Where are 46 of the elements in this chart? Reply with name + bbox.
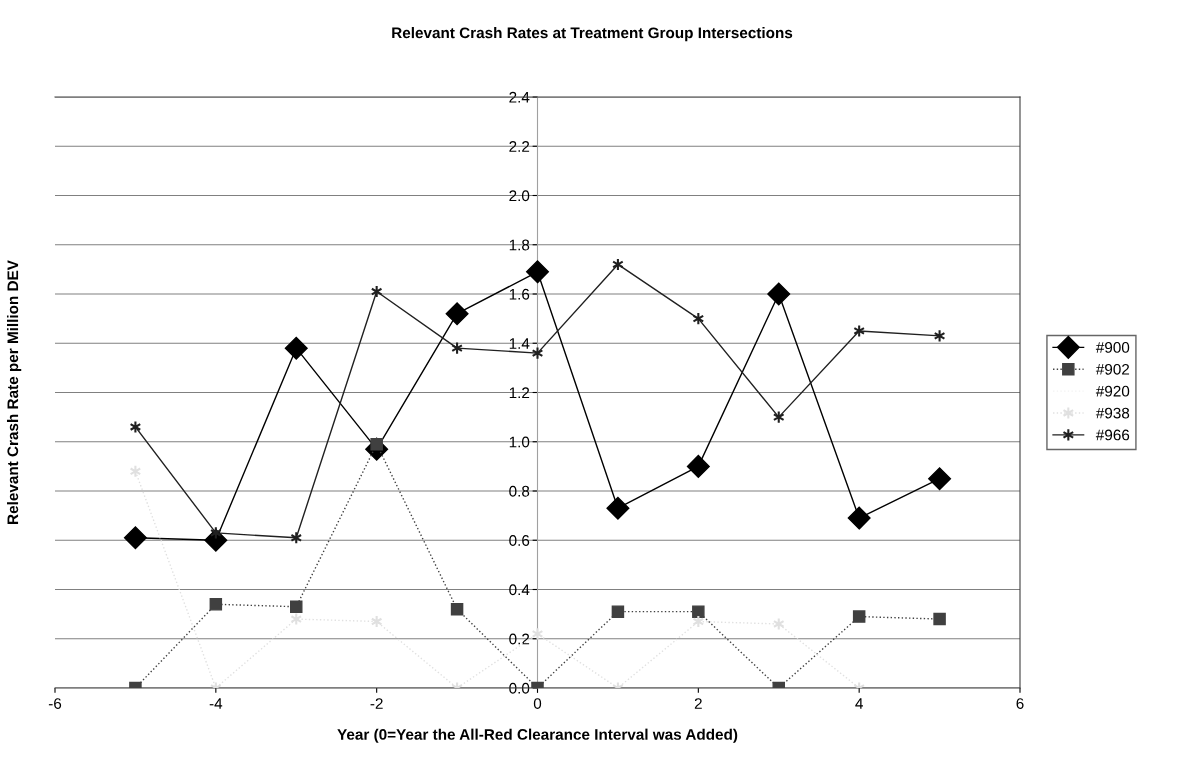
x-tick-label: 4 [855, 698, 863, 709]
point [852, 610, 866, 623]
y-tick-label: 2.4 [509, 91, 530, 103]
y-tick-label: 1.8 [509, 239, 530, 251]
point [289, 600, 303, 613]
point [606, 496, 630, 520]
point [445, 302, 469, 326]
y-tick-label: 1.6 [509, 288, 530, 300]
y-tick-label: 1.4 [509, 338, 530, 349]
y-tick-label: 0.0 [509, 682, 530, 694]
y-tick-label: 2.2 [509, 141, 530, 152]
y-tick-label: 0.6 [509, 535, 530, 546]
point [450, 602, 464, 616]
y-axis-title: Relevant Crash Rate per Million DEV [6, 260, 22, 524]
legend-label: #900 [1095, 342, 1130, 353]
point [928, 467, 952, 491]
x-tick-label: -2 [370, 698, 383, 709]
y-tick-label: 2.0 [509, 190, 530, 202]
x-tick-label: 0 [533, 698, 542, 709]
point [686, 454, 710, 478]
legend-label: #966 [1095, 429, 1130, 441]
x-tick-label: 6 [1016, 698, 1024, 709]
point [531, 346, 544, 360]
point [123, 526, 147, 550]
legend-label: #902 [1095, 363, 1130, 375]
point [692, 605, 705, 618]
x-axis-title: Year (0=Year the All-Red Clearance Interval was Added) [337, 728, 738, 743]
legend-label: #920 [1095, 385, 1130, 397]
point [526, 260, 549, 284]
x-tick-label: -6 [48, 698, 62, 709]
x-tick-label: 2 [694, 698, 702, 709]
y-tick-label: 0.2 [509, 633, 530, 645]
chart-title: Relevant Crash Rates at Treatment Group Intersections [392, 27, 793, 42]
y-tick-label: 0.8 [509, 485, 530, 497]
y-tick-label: 1.2 [509, 387, 530, 399]
point [933, 612, 946, 626]
point [531, 627, 544, 641]
point [767, 282, 791, 306]
legend-label: #938 [1095, 407, 1130, 419]
y-tick-label: 0.4 [509, 584, 530, 596]
point [209, 598, 223, 611]
point [611, 605, 625, 618]
y-tick-label: 1.0 [509, 436, 530, 448]
point [284, 336, 308, 360]
x-tick-label: -4 [209, 698, 223, 709]
point [847, 506, 871, 530]
